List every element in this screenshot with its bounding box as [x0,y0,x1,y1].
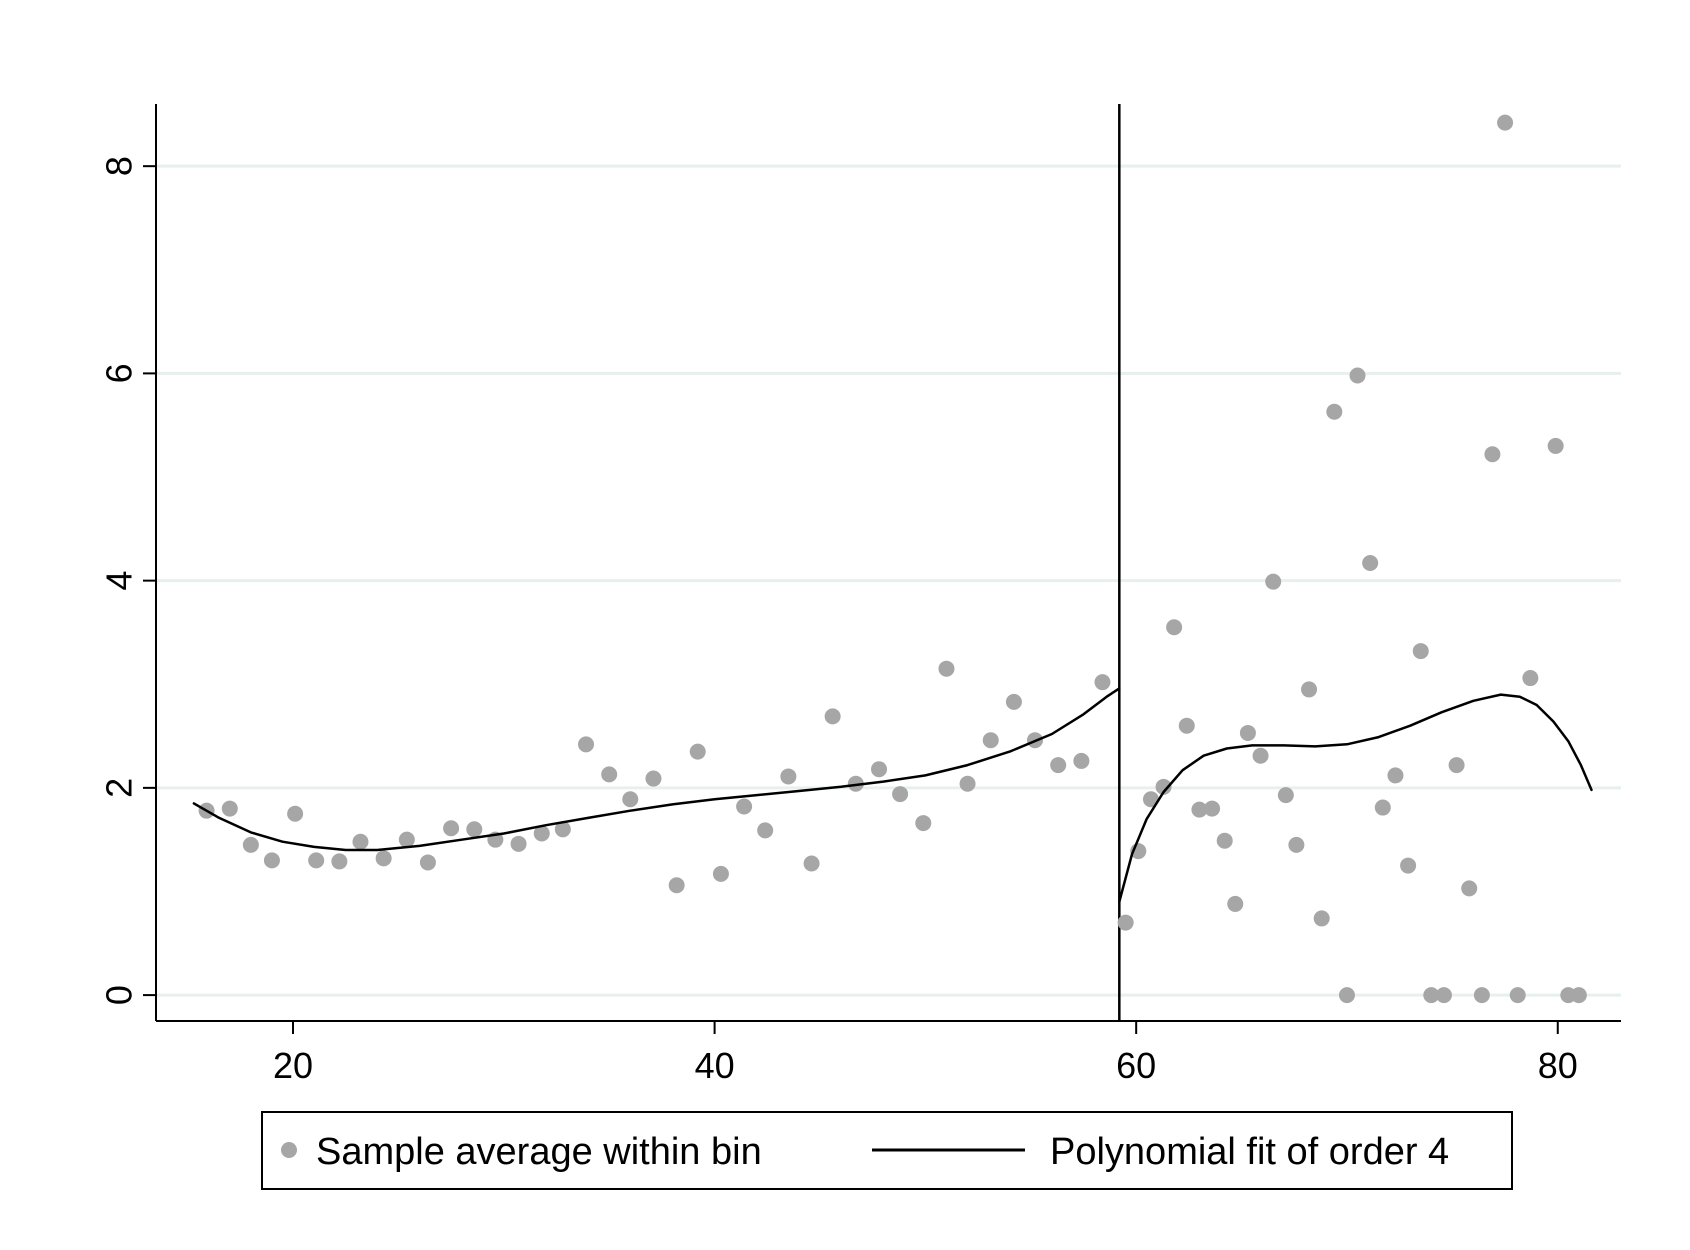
data-point-34 [959,775,976,792]
data-point-77 [1570,987,1587,1004]
data-point-62 [1374,799,1391,816]
data-point-64 [1400,857,1417,874]
data-point-32 [915,815,932,832]
tick-labels: 20 40 60 80 0 2 4 6 8 [99,156,1578,1086]
data-point-47 [1191,801,1208,818]
x-tick-label-80: 80 [1538,1045,1578,1086]
data-point-15 [533,825,550,842]
axes [143,104,1621,1034]
data-point-68 [1448,757,1465,774]
data-point-49 [1216,832,1233,849]
data-point-69 [1461,880,1478,897]
data-point-54 [1277,787,1294,804]
data-point-51 [1239,724,1256,741]
data-point-60 [1349,367,1366,384]
data-point-70 [1473,987,1490,1004]
data-point-30 [871,761,888,778]
x-tick-label-20: 20 [273,1045,313,1086]
data-point-45 [1166,619,1183,636]
scatter-points [198,114,1587,1004]
data-point-8 [375,850,392,867]
data-point-46 [1178,717,1195,734]
data-point-19 [622,791,639,808]
legend-marker-points [281,1142,297,1158]
y-tick-label-6: 6 [99,363,140,383]
data-point-33 [938,660,955,677]
data-point-31 [892,786,909,803]
y-tick-label-8: 8 [99,156,140,176]
data-point-57 [1313,910,1330,927]
data-point-12 [466,821,483,838]
data-point-58 [1326,403,1343,420]
data-point-6 [331,853,348,870]
legend-label-fit: Polynomial fit of order 4 [1050,1131,1449,1173]
data-point-4 [287,805,304,822]
data-point-39 [1073,752,1090,769]
fit-line-segment-right [1118,693,1593,904]
data-point-27 [803,855,820,872]
data-point-23 [712,865,729,882]
data-point-43 [1142,791,1159,808]
data-point-20 [645,770,662,787]
data-point-2 [242,836,259,853]
fit-line-segment-left [192,687,1121,852]
data-point-14 [510,835,527,852]
legend: Sample average within bin Polynomial fit… [261,1111,1513,1190]
y-tick-label-2: 2 [99,778,140,798]
data-point-50 [1227,895,1244,912]
data-point-36 [1005,693,1022,710]
data-point-26 [780,768,797,785]
data-point-35 [982,732,999,749]
data-point-48 [1204,800,1221,817]
data-point-65 [1412,643,1429,660]
data-point-5 [308,852,325,869]
data-point-21 [668,877,685,894]
data-point-59 [1338,987,1355,1004]
data-point-7 [352,833,369,850]
data-point-52 [1252,747,1269,764]
data-point-1 [221,800,238,817]
data-point-40 [1094,674,1111,691]
y-tick-label-4: 4 [99,571,140,591]
x-tick-label-40: 40 [695,1045,735,1086]
data-point-55 [1288,836,1305,853]
x-tick-label-60: 60 [1116,1045,1156,1086]
data-point-41 [1117,914,1134,931]
y-tick-label-0: 0 [99,985,140,1005]
data-point-16 [554,821,571,838]
data-point-28 [824,708,841,725]
data-point-10 [419,854,436,871]
legend-label-points: Sample average within bin [316,1131,762,1173]
data-point-74 [1522,670,1539,687]
data-point-9 [398,831,415,848]
data-point-53 [1265,573,1282,590]
data-point-66 [1423,987,1440,1004]
data-point-17 [578,736,595,753]
polynomial-fit-lines [192,687,1593,904]
data-point-38 [1050,757,1067,774]
data-point-61 [1362,555,1379,572]
data-point-72 [1497,114,1514,131]
data-point-75 [1547,437,1564,454]
data-point-18 [601,766,618,783]
data-point-56 [1301,681,1318,698]
data-point-3 [263,852,280,869]
data-point-63 [1387,767,1404,784]
data-point-24 [736,798,753,815]
data-point-73 [1509,987,1526,1004]
gridlines [156,164,1621,997]
data-point-29 [847,775,864,792]
data-point-67 [1435,987,1452,1004]
data-point-71 [1484,446,1501,463]
data-point-22 [689,743,706,760]
data-point-11 [443,820,460,837]
data-point-44 [1155,778,1172,795]
data-point-25 [757,822,774,839]
